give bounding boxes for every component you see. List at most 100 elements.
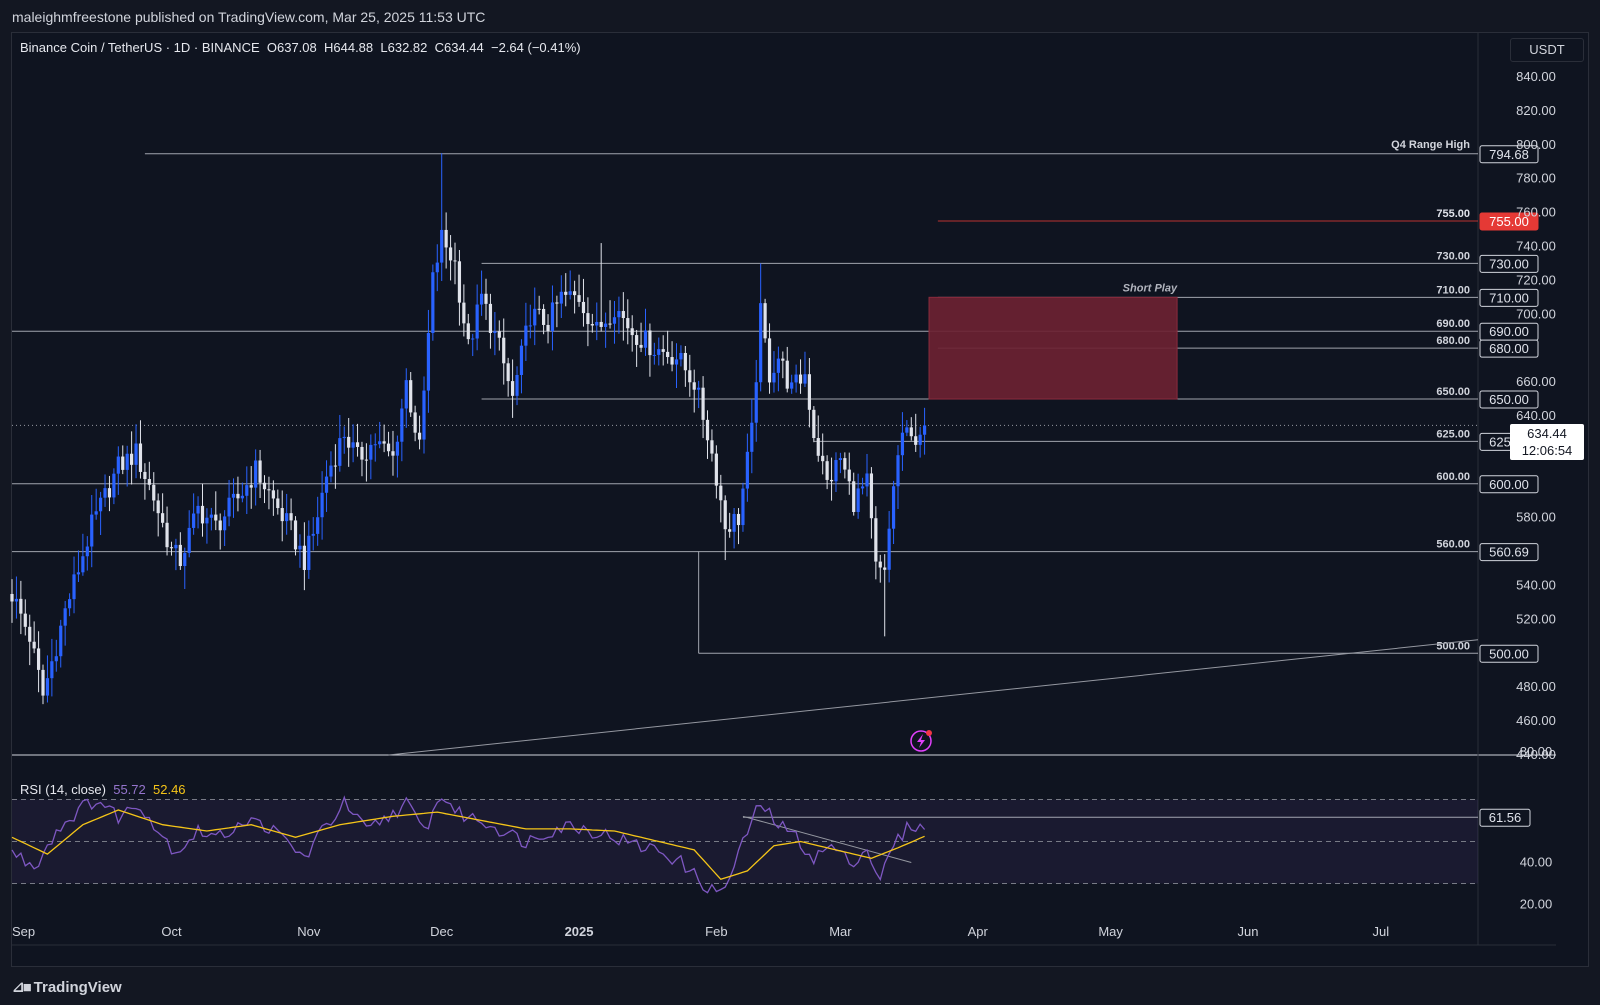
short-zone: Short Play	[928, 282, 1178, 400]
level-badge-text: 500.00	[1489, 646, 1529, 661]
candle-body	[674, 359, 679, 365]
symbol-legend[interactable]: Binance Coin / TetherUS · 1D · BINANCE O…	[20, 40, 581, 55]
candle-body	[745, 451, 749, 489]
candle-body	[156, 500, 160, 514]
candle-body	[887, 528, 891, 570]
current-price: 634.44	[1527, 426, 1567, 441]
level-badge-text: 794.68	[1489, 147, 1529, 162]
candle-body	[466, 323, 470, 340]
time-tick-label: 2025	[565, 924, 594, 939]
candle-body	[324, 476, 329, 493]
candle-body	[169, 547, 174, 549]
candle-body	[435, 262, 439, 273]
candle-body	[271, 490, 275, 499]
candle-body	[307, 535, 311, 570]
candle-body	[378, 441, 382, 445]
candle-body	[559, 291, 563, 304]
candle-body	[519, 345, 524, 375]
candle-body	[803, 374, 807, 384]
candle-body	[750, 422, 754, 452]
price-tick-label: 800.00	[1516, 137, 1556, 152]
candle-body	[599, 321, 603, 327]
time-axis: Sep Oct Nov Dec 2025 Feb Mar Apr May Jun Jul	[12, 924, 1389, 939]
candle-body	[10, 593, 14, 602]
ohlc-high: H644.88	[323, 40, 374, 55]
candle-body	[19, 598, 23, 614]
candle-body	[652, 354, 656, 356]
candle-body	[342, 436, 346, 439]
candle-body	[351, 442, 355, 448]
candle-body	[590, 324, 594, 326]
candle-body	[639, 344, 643, 348]
candle-body	[369, 444, 373, 460]
price-tick-label: 480.00	[1516, 679, 1556, 694]
candle-body	[448, 247, 453, 261]
candle-body	[829, 479, 834, 482]
candle-body	[205, 517, 209, 524]
level-badge	[1479, 288, 1539, 307]
price-tick-label: 520.00	[1516, 611, 1556, 626]
candle-body	[546, 324, 550, 332]
currency-button[interactable]: USDT	[1510, 38, 1584, 62]
candle-body	[878, 561, 882, 568]
candle-body	[134, 443, 138, 465]
candle-body	[533, 308, 537, 326]
level-badge	[1479, 475, 1539, 494]
candle-body	[798, 374, 803, 384]
candle-body	[45, 678, 50, 696]
candle-body	[81, 556, 85, 573]
candle-body	[103, 488, 107, 498]
candle-body	[719, 485, 723, 501]
lightning-icon-dot	[926, 730, 932, 736]
candle-body	[245, 485, 249, 496]
candle-body	[431, 272, 435, 334]
candle-body	[116, 456, 120, 474]
candle-body	[364, 459, 368, 461]
level-badge	[1479, 644, 1539, 663]
candle-body	[612, 317, 617, 324]
candle-body	[683, 352, 687, 371]
candle-body	[865, 473, 869, 487]
candle-body	[772, 372, 776, 383]
candle-body	[550, 302, 555, 332]
candle-body	[515, 374, 519, 396]
candle-body	[267, 489, 271, 491]
tv-brand-text: TradingView	[33, 979, 122, 996]
rsi-tick-label: 20.00	[1520, 897, 1553, 912]
rsi-tick-label: 80.00	[1520, 744, 1553, 759]
candle-body	[524, 325, 528, 346]
ohlc-open: O637.08	[266, 40, 317, 55]
candle-body	[138, 443, 143, 472]
candle-body	[23, 613, 27, 627]
candle-body	[457, 261, 462, 303]
candle-body	[147, 479, 151, 485]
candle-body	[679, 352, 683, 360]
candle-body	[759, 303, 763, 383]
candle-body	[692, 382, 696, 390]
level-label: 625.00	[1436, 428, 1470, 440]
candle-body	[781, 358, 785, 361]
candle-body	[63, 608, 67, 626]
level-badge	[1479, 212, 1539, 231]
candle-body	[161, 513, 165, 523]
candle-body	[214, 514, 218, 521]
level-badge-text: 600.00	[1489, 477, 1529, 492]
price-tick-label: 440.00	[1516, 747, 1556, 762]
chart-frame[interactable]	[11, 32, 1589, 967]
candle-body	[409, 380, 413, 413]
time-tick-label: Mar	[829, 924, 852, 939]
price-tick-label: 460.00	[1516, 713, 1556, 728]
tradingview-logo[interactable]: ⊿■ TradingView	[12, 978, 122, 996]
candle-body	[905, 427, 909, 433]
candle-body	[258, 460, 262, 483]
candle-body	[701, 387, 705, 420]
candle-body	[298, 545, 302, 550]
rsi-legend[interactable]: RSI (14, close) 55.72 52.46	[20, 782, 186, 797]
candle-body	[922, 425, 927, 435]
candle-body	[236, 493, 240, 499]
rsi-ma-value: 52.46	[153, 782, 186, 797]
candle-body	[790, 382, 794, 389]
candle-body	[807, 374, 811, 410]
candle-body	[555, 302, 559, 304]
